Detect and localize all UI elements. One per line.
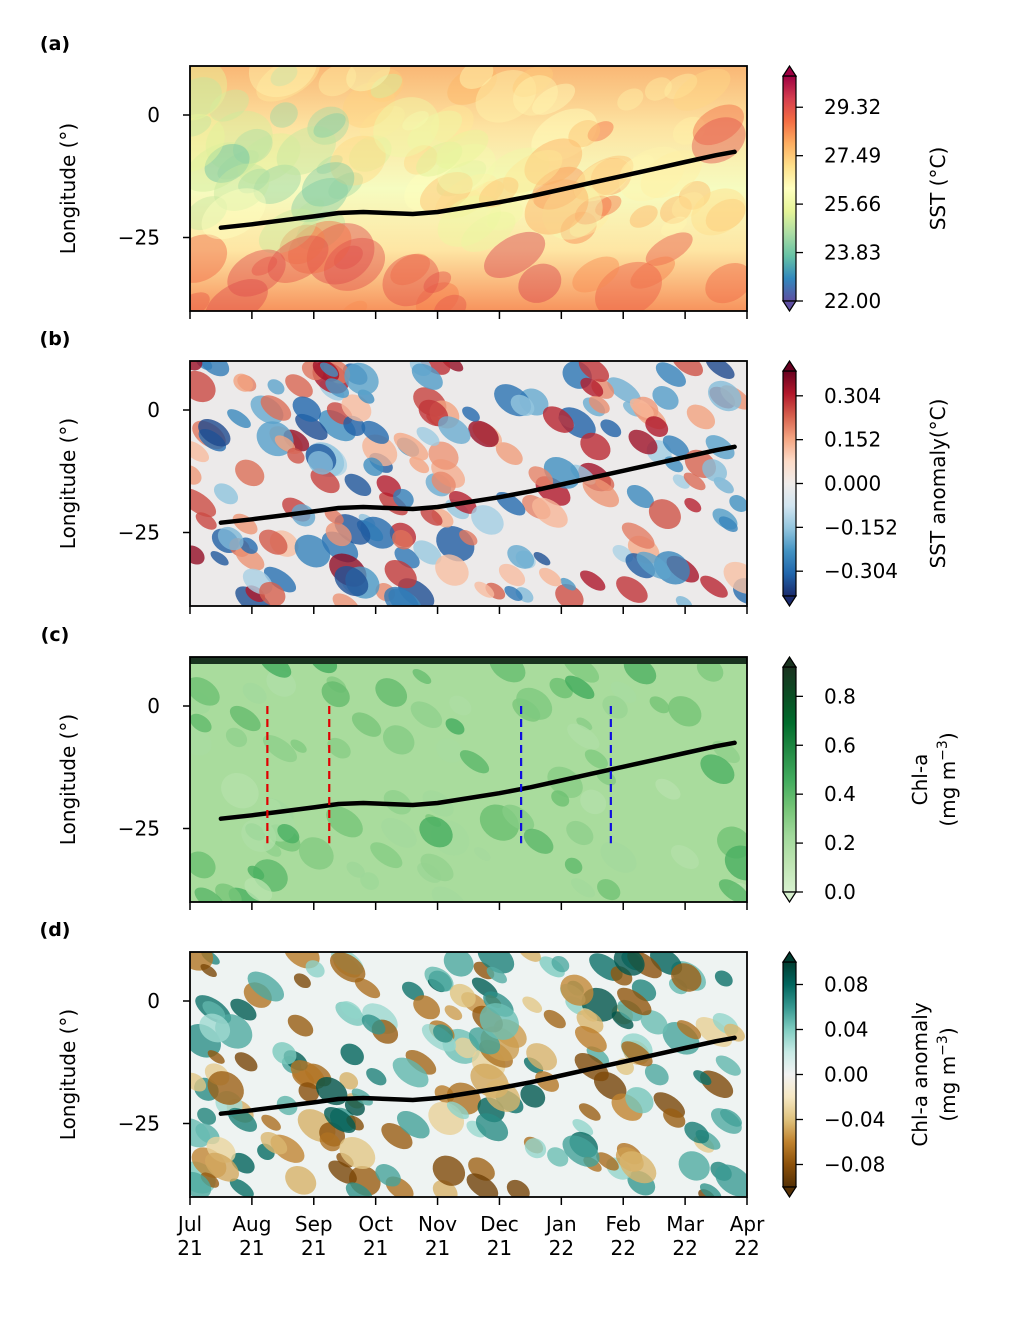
trajectory-line <box>218 740 737 821</box>
panel-a: 0 −25 Longitude (°) (a) 29.32 27.49 25.66 23.83… <box>40 33 950 319</box>
x-tick-label-month: Jan <box>544 1212 577 1236</box>
heatmap-field <box>190 66 747 311</box>
x-tick-label-year: 21 <box>239 1236 264 1260</box>
axes-frame <box>189 951 748 1198</box>
colorbar-tick-label: 0.04 <box>824 1018 869 1042</box>
colorbar: 0.304 0.152 0.000 −0.152 −0.304 SST anomaly(°… <box>781 359 950 608</box>
colorbar-tick-label: 22.00 <box>824 289 881 313</box>
colorbar-tick-label: 25.66 <box>824 192 881 216</box>
colorbar-label: Chl-a anomaly <box>908 1002 932 1146</box>
colorbar: 0.08 0.04 0.00 −0.04 −0.08 Chl-a anomaly (mg m… <box>781 950 960 1199</box>
trajectory-line <box>218 444 737 525</box>
colorbar-tick-label: 0.000 <box>824 472 881 496</box>
panel-label: (c) <box>41 624 70 646</box>
x-tick-label-year: 22 <box>672 1236 697 1260</box>
x-tick-label-year: 21 <box>487 1236 512 1260</box>
x-tick-label-month: Sep <box>295 1212 333 1236</box>
heatmap-field <box>190 952 747 1197</box>
colorbar-tick-label: 0.08 <box>824 973 869 997</box>
heatmap-field <box>190 361 747 606</box>
y-tick-label: 0 <box>147 694 160 718</box>
x-tick-label-month: Nov <box>418 1212 457 1236</box>
colorbar-tick-label: −0.152 <box>824 515 898 539</box>
x-tick-label-year: 21 <box>363 1236 388 1260</box>
colorbar-tick-label: 0.0 <box>824 880 856 904</box>
y-axis-label: Longitude (°) <box>56 1009 80 1140</box>
colorbar-tick-label: 0.6 <box>824 733 856 757</box>
y-axis-label: Longitude (°) <box>56 418 80 549</box>
panel-label: (d) <box>40 919 71 941</box>
y-tick-label: −25 <box>118 817 160 841</box>
axes-frame <box>189 656 748 903</box>
axes-frame <box>189 360 748 607</box>
colorbar-label: Chl-a <box>908 754 932 806</box>
colorbar-tick-label: 23.83 <box>824 241 881 265</box>
colorbar: 0.8 0.6 0.4 0.2 0.0 Chl-a (mg m−3) <box>781 655 960 904</box>
colorbar: 29.32 27.49 25.66 23.83 22.00 SST (°C) <box>781 64 950 313</box>
x-tick-label-year: 22 <box>610 1236 635 1260</box>
trajectory-line <box>218 149 737 230</box>
colorbar-label: SST (°C) <box>926 147 950 231</box>
panel-b: 0 −25 Longitude (°) (b) 0.304 0.152 0.000 −0.15… <box>40 328 950 614</box>
x-tick-label-month: Apr <box>730 1212 765 1236</box>
x-tick-label-month: Mar <box>666 1212 705 1236</box>
y-axis-label: Longitude (°) <box>56 714 80 845</box>
y-tick-label: 0 <box>147 398 160 422</box>
y-tick-label: 0 <box>147 989 160 1013</box>
x-tick-label-month: Jul <box>176 1212 202 1236</box>
heatmap-field <box>190 657 747 902</box>
colorbar-tick-label: −0.04 <box>824 1108 885 1132</box>
panel-label: (a) <box>40 33 70 55</box>
panel-c: 0 −25 Longitude (°) (c) 0.8 0.6 0.4 0.2 0.0 Chl-a… <box>41 624 960 910</box>
x-tick-label-year: 21 <box>301 1236 326 1260</box>
colorbar-label-units: (mg m−3) <box>935 1027 960 1121</box>
colorbar-tick-label: 0.2 <box>824 831 856 855</box>
x-tick-label-year: 22 <box>549 1236 574 1260</box>
x-tick-label-year: 21 <box>425 1236 450 1260</box>
colorbar-tick-label: −0.08 <box>824 1153 885 1177</box>
y-tick-label: −25 <box>118 1112 160 1136</box>
colorbar-tick-label: 0.4 <box>824 782 856 806</box>
y-tick-label: 0 <box>147 103 160 127</box>
colorbar-tick-label: −0.304 <box>824 559 898 583</box>
x-tick-label-month: Feb <box>606 1212 641 1236</box>
trajectory-line <box>218 1035 737 1116</box>
colorbar-tick-label: 0.304 <box>824 384 881 408</box>
x-tick-label-month: Oct <box>358 1212 393 1236</box>
y-tick-label: −25 <box>118 521 160 545</box>
y-tick-label: −25 <box>118 226 160 250</box>
colorbar-tick-label: 0.8 <box>824 684 856 708</box>
x-tick-label-month: Dec <box>480 1212 519 1236</box>
colorbar-tick-label: 0.152 <box>824 428 881 452</box>
panel-label: (b) <box>40 328 71 350</box>
x-tick-label-month: Aug <box>232 1212 271 1236</box>
colorbar-tick-label: 27.49 <box>824 144 881 168</box>
colorbar-label-units: (mg m−3) <box>935 732 960 826</box>
colorbar-tick-label: 29.32 <box>824 95 881 119</box>
x-tick-label-year: 21 <box>177 1236 202 1260</box>
colorbar-label: SST anomaly(°C) <box>926 399 950 569</box>
axes-frame <box>189 65 748 312</box>
colorbar-tick-label: 0.00 <box>824 1063 869 1087</box>
y-axis-label: Longitude (°) <box>56 123 80 254</box>
x-tick-label-year: 22 <box>734 1236 759 1260</box>
